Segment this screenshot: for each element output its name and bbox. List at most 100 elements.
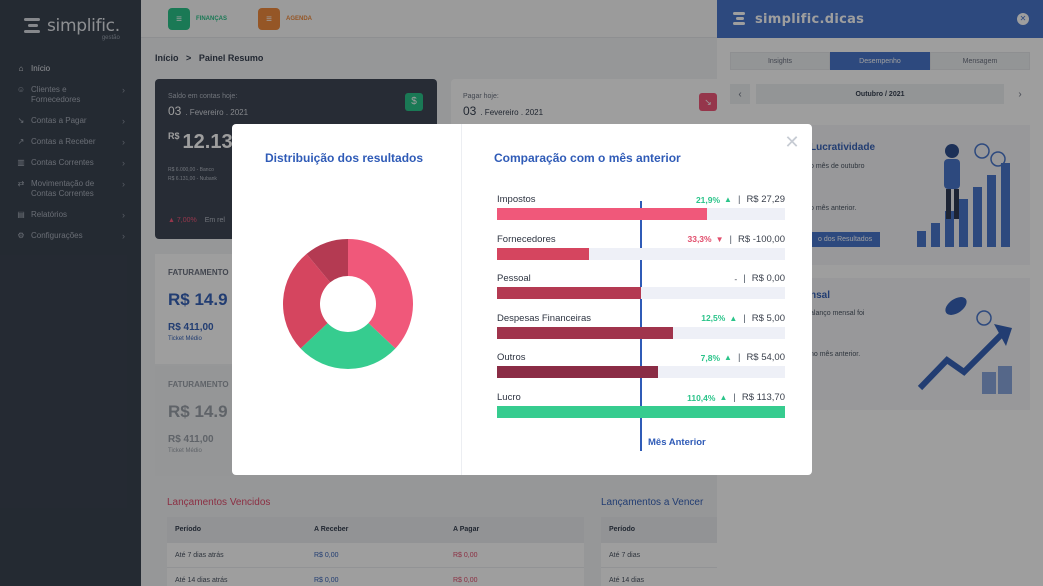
revenue-amount: R$ 14.9 [168,290,228,309]
chevron-left-icon[interactable]: ‹ [730,84,750,104]
comparison-row-label: Outros [497,352,526,364]
tab-agenda[interactable]: ≡ AGENDA [258,8,312,30]
change-percent: 12,5% [701,313,726,324]
sidebar-item-contas-receber[interactable]: ↗ Contas a Receber › [0,134,141,150]
money-icon: $ [405,93,423,111]
tab-insights[interactable]: Insights [730,52,830,70]
tab-desempenho[interactable]: Desempenho [830,52,930,70]
comparison-row-label: Lucro [497,392,521,403]
bar-fill[interactable] [497,366,659,379]
revenue-card: FATURAMENTO R$ 14.9 R$ 411,00 Ticket Méd… [155,254,245,364]
sidebar-item-label: Início [31,64,51,73]
table-row[interactable]: Até 14 dias atrás R$ 0,00 R$ 0,00 [167,567,584,586]
sidebar-item-contas-correntes[interactable]: ▥ Contas Correntes › [0,155,141,171]
close-icon[interactable]: ✕ [784,132,800,152]
comparison-row: Despesas Financeiras 12,5% ▲ | R$ 5,00 [497,313,785,353]
comparison-row: Pessoal - | R$ 0,00 [497,273,785,313]
comparison-row: Impostos 21,9% ▲ | R$ 27,29 [497,194,785,234]
breadcrumb-home[interactable]: Início [155,53,179,63]
pay-date: 03 . Fevereiro . 2021 [463,104,544,118]
table-cell: Até 14 dias [609,576,645,584]
comparison-row-values: 7,8% ▲ | R$ 54,00 [701,352,785,363]
separator: | [737,194,741,205]
table-cell: R$ 0,00 [453,551,478,559]
close-icon[interactable]: ✕ [1017,13,1029,25]
tab-label: AGENDA [286,16,313,22]
bar-fill[interactable] [497,247,590,260]
bar-track [497,208,785,220]
row-value: R$ 54,00 [746,352,785,364]
comparison-row: Lucro 110,4% ▲ | R$ 113,70 [497,392,785,432]
row-value: R$ -100,00 [737,233,785,245]
tips-header: simplific.dicas [717,0,1043,38]
balance-line: R$ 6.000,00 - Banco [168,167,214,173]
donut-segment[interactable] [306,239,348,283]
sidebar-item-label: Contas Correntes [31,158,94,167]
comparison-row: Fornecedores 33,3% ▼ | R$ -100,00 [497,234,785,274]
chevron-right-icon: › [122,158,125,168]
sidebar-item-movimentacao[interactable]: ⇄ Movimentação de Contas Correntes › [0,176,141,202]
previous-month-label: Mês Anterior [648,437,706,448]
separator: | [729,233,732,245]
distribution-title: Distribuição dos resultados [265,151,424,165]
tip-card-title: nsal [810,290,831,301]
brand-logo[interactable]: simplific. gestão [24,16,120,41]
sidebar-item-relatorios[interactable]: ▤ Relatórios › [0,207,141,223]
sidebar-item-clientes[interactable]: ☺ Clientes e Fornecedores › [0,82,141,108]
donut-segment[interactable] [300,323,396,369]
balance-date: 03 . Fevereiro . 2021 [168,104,249,118]
tip-card-text: o mês anterior. [810,205,857,212]
tip-card-text: no mês anterior. [810,351,861,358]
table-cell: R$ 0,00 [314,576,339,584]
donut-segment[interactable] [348,239,413,349]
row-value: R$ 27,29 [746,194,785,205]
ticket-amount: R$ 411,00 [168,434,214,445]
donut-segment[interactable] [283,253,331,349]
comparison-row-values: 33,3% ▼ | R$ -100,00 [687,234,785,245]
results-button[interactable]: o dos Resultados [810,232,881,247]
table-row[interactable]: Até 14 dias [601,567,717,586]
chevron-right-icon[interactable]: › [1018,88,1022,100]
revenue-amount: R$ 14.9 [168,402,228,421]
sidebar-item-contas-pagar[interactable]: ↘ Contas a Pagar › [0,113,141,129]
comparison-row-values: - | R$ 0,00 [734,273,785,284]
sidebar-item-label: Movimentação de Contas Correntes [31,179,95,198]
bar-fill[interactable] [497,326,673,339]
tab-financas[interactable]: ≡ FINANÇAS [168,8,227,30]
bar-fill[interactable] [497,287,641,300]
sidebar-item-label: Relatórios [31,210,68,219]
breadcrumb: Início > Painel Resumo [155,53,263,63]
sidebar: simplific. gestão ⌂ Início ☺ Clientes e … [0,0,141,586]
gear-icon: ⚙ [17,231,25,240]
agenda-icon: ≡ [258,8,280,30]
tip-card-text: o mês de outubro [810,163,865,170]
bar-fill[interactable] [497,208,708,220]
table-row[interactable]: Até 7 dias atrás R$ 0,00 R$ 0,00 [167,542,584,567]
bar-track [497,326,785,339]
tab-mensagem[interactable]: Mensagem [930,52,1030,70]
bar-fill[interactable] [497,406,785,418]
comparison-row-label: Fornecedores [497,233,556,245]
month-label: Outubro / 2021 [756,84,1004,104]
sidebar-item-configuracoes[interactable]: ⚙ Configurações › [0,228,141,244]
column-header: Período [175,526,202,533]
bar-track [497,366,785,379]
triangle-down-icon: ▼ [715,234,724,244]
sidebar-item-label: Configurações [31,231,83,240]
tip-card-text: alanço mensal foi [810,310,865,317]
table-row[interactable]: Até 7 dias [601,542,717,567]
table-cell: R$ 0,00 [314,551,339,559]
sidebar-item-inicio[interactable]: ⌂ Início [0,61,141,77]
sidebar-nav: ⌂ Início ☺ Clientes e Fornecedores › ↘ C… [0,61,141,249]
revenue-card: FATURAMENTO R$ 14.9 R$ 411,00 Ticket Méd… [155,366,245,476]
sidebar-item-label: Contas a Receber [31,137,96,146]
tips-title: simplific.dicas [755,11,865,27]
table-header: Período A Receber A Pagar [167,517,584,542]
comparison-row-values: 12,5% ▲ | R$ 5,00 [701,313,785,324]
revenue-title: FATURAMENTO [168,380,229,389]
sidebar-item-label: Contas a Pagar [31,116,87,125]
ticket-label: Ticket Médio [168,336,202,342]
comparison-title: Comparação com o mês anterior [494,151,681,165]
previous-month-line [640,201,642,451]
ticket-label: Ticket Médio [168,448,202,454]
